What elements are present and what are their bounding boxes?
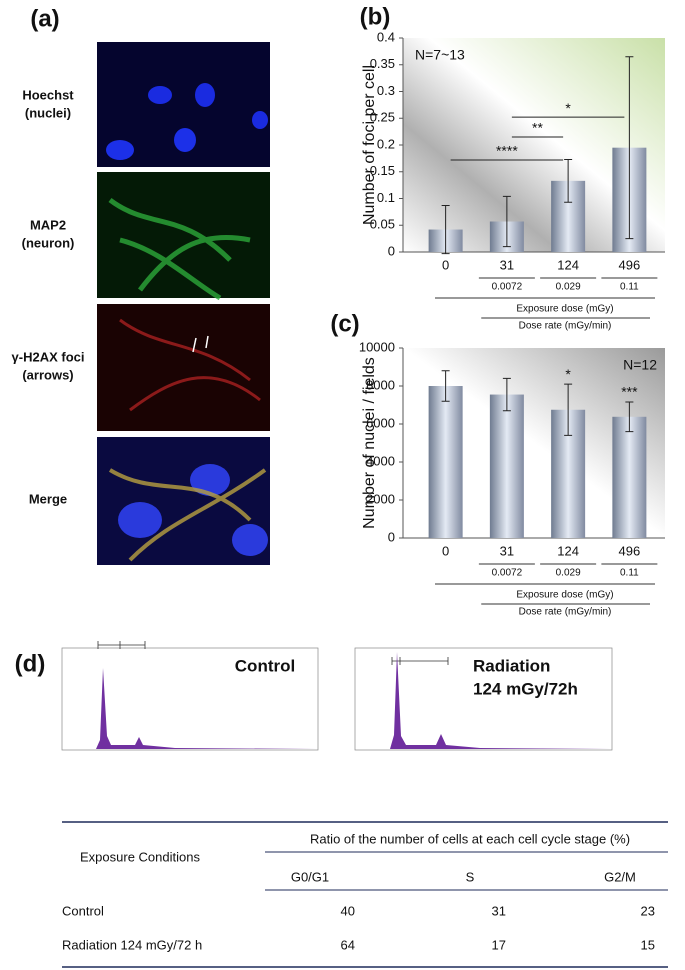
cell: 31	[492, 903, 506, 918]
cell: 40	[341, 903, 355, 918]
error-bar	[441, 370, 450, 402]
rate-label: Dose rate (mGy/min)	[519, 321, 612, 332]
significance: ***	[621, 384, 638, 400]
error-bar	[564, 383, 573, 436]
y-tick-label: 0.1	[377, 190, 395, 205]
y-tick-label: 10000	[359, 339, 395, 354]
significance: *	[565, 366, 571, 382]
panel-label: (c)	[330, 310, 359, 337]
cell: 23	[641, 903, 655, 918]
histogram-control	[61, 641, 319, 751]
bracket-label: ****	[496, 143, 518, 159]
table-rules	[62, 821, 668, 968]
y-tick-label: 0.4	[377, 29, 395, 44]
y-axis-label: Number of nuclei / fields	[361, 357, 378, 529]
row-label: (neuron)	[22, 235, 75, 250]
plot-title: 124 mGy/72h	[473, 679, 578, 698]
y-axis-label: Number of foci per cell	[361, 65, 378, 225]
table-header: Ratio of the number of cells at each cel…	[310, 831, 630, 846]
plot-title: Radiation	[473, 656, 550, 675]
bracket-label: **	[532, 120, 543, 136]
dose-rate: 0.029	[556, 568, 581, 579]
column-header: S	[466, 869, 475, 884]
error-bar	[502, 195, 511, 248]
plot-title: Control	[235, 656, 295, 675]
y-tick-label: 2000	[366, 491, 395, 506]
image-hoechst	[97, 42, 270, 167]
y-tick-label: 0.05	[370, 217, 395, 232]
cell: 15	[641, 937, 655, 952]
image-map2	[97, 172, 270, 301]
dose-rate: 0.0072	[492, 282, 523, 293]
row-label: γ-H2AX foci	[12, 349, 85, 364]
y-tick-label: 0.35	[370, 56, 395, 71]
row-label: Control	[62, 903, 104, 918]
row-label: MAP2	[30, 217, 66, 232]
x-tick-label: 124	[557, 257, 579, 272]
row-label: Radiation 124 mGy/72 h	[62, 937, 202, 952]
x-tick-label: 31	[500, 543, 514, 558]
column-header: G0/G1	[291, 869, 329, 884]
error-bar	[564, 158, 573, 203]
bar	[489, 394, 524, 538]
image-h2ax	[97, 304, 270, 431]
error-bar	[625, 401, 634, 433]
y-tick-label: 0	[388, 243, 395, 258]
y-tick-label: 6000	[366, 415, 395, 430]
dose-label: Exposure dose (mGy)	[516, 304, 613, 315]
image-merge	[97, 437, 270, 565]
y-tick-label: 0.15	[370, 163, 395, 178]
panel-label: (d)	[15, 650, 46, 677]
error-bar	[502, 377, 511, 412]
dose-rate: 0.029	[556, 282, 581, 293]
cell: 64	[341, 937, 355, 952]
row-label: (nuclei)	[25, 105, 71, 120]
bar	[428, 386, 463, 538]
x-tick-label: 0	[442, 543, 449, 558]
y-tick-label: 0	[388, 529, 395, 544]
table-header: Exposure Conditions	[80, 849, 200, 864]
y-tick-label: 4000	[366, 453, 395, 468]
cell: 17	[492, 937, 506, 952]
error-bar	[441, 204, 450, 255]
rate-label: Dose rate (mGy/min)	[519, 607, 612, 618]
panel-label: (a)	[30, 5, 59, 32]
row-label: (arrows)	[22, 367, 73, 382]
bracket-label: *	[565, 100, 571, 116]
annotation: N=7~13	[415, 47, 465, 63]
x-tick-label: 496	[619, 257, 641, 272]
y-tick-label: 0.25	[370, 110, 395, 125]
y-tick-label: 8000	[366, 377, 395, 392]
row-label: Hoechst	[22, 87, 74, 102]
error-bar	[625, 56, 634, 240]
dose-rate: 0.11	[620, 282, 639, 293]
histogram-radiation	[354, 647, 613, 751]
x-tick-label: 31	[500, 257, 514, 272]
row-label: Merge	[29, 491, 67, 506]
dose-rate: 0.0072	[492, 568, 523, 579]
dose-label: Exposure dose (mGy)	[516, 590, 613, 601]
dose-rate: 0.11	[620, 568, 639, 579]
annotation: N=12	[623, 357, 657, 373]
panel-label: (b)	[360, 3, 391, 30]
bar	[612, 416, 647, 538]
column-header: G2/M	[604, 869, 636, 884]
x-tick-label: 124	[557, 543, 579, 558]
y-tick-label: 0.2	[377, 136, 395, 151]
x-tick-label: 496	[619, 543, 641, 558]
y-tick-label: 0.3	[377, 83, 395, 98]
x-tick-label: 0	[442, 257, 449, 272]
